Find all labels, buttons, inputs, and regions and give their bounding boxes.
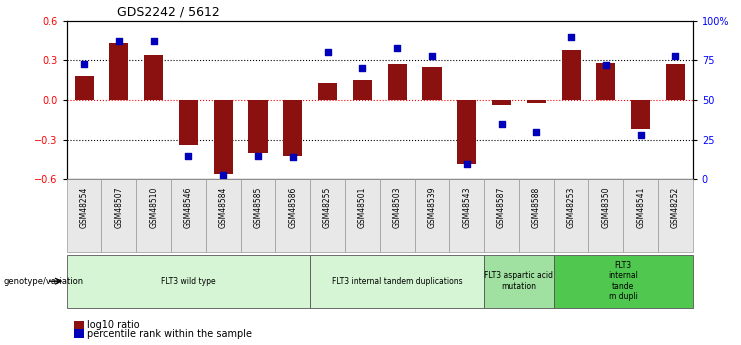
Text: GSM48254: GSM48254 [79,187,89,228]
Bar [283,100,302,156]
Text: GSM48588: GSM48588 [532,187,541,228]
Point [635,132,647,138]
FancyBboxPatch shape [67,179,102,252]
Bar [248,100,268,153]
Point [426,53,438,58]
Text: GSM48252: GSM48252 [671,187,680,228]
Text: GSM48539: GSM48539 [428,187,436,228]
FancyBboxPatch shape [623,179,658,252]
Bar [562,50,581,100]
Bar [179,100,198,145]
Point [287,155,299,160]
Bar [492,100,511,105]
Point [182,153,194,158]
Point [217,172,229,177]
Bar [527,100,546,103]
Bar [110,43,128,100]
FancyBboxPatch shape [588,179,623,252]
Point [461,161,473,166]
Text: GSM48350: GSM48350 [602,187,611,228]
Text: GSM48587: GSM48587 [497,187,506,228]
FancyBboxPatch shape [310,255,484,308]
Text: GSM48510: GSM48510 [149,187,158,228]
FancyBboxPatch shape [414,179,449,252]
FancyBboxPatch shape [554,255,693,308]
Point [113,39,124,44]
Bar [666,65,685,100]
Text: GSM48543: GSM48543 [462,187,471,228]
Text: GSM48546: GSM48546 [184,187,193,228]
FancyBboxPatch shape [67,255,310,308]
Bar [388,65,407,100]
Text: FLT3 aspartic acid
mutation: FLT3 aspartic acid mutation [485,272,554,291]
Text: GSM48586: GSM48586 [288,187,297,228]
FancyBboxPatch shape [310,179,345,252]
Bar [631,100,650,129]
FancyBboxPatch shape [658,179,693,252]
Text: genotype/variation: genotype/variation [4,277,84,286]
Text: GSM48255: GSM48255 [323,187,332,228]
FancyBboxPatch shape [136,179,171,252]
Bar [75,76,93,100]
Text: FLT3
internal
tande
m dupli: FLT3 internal tande m dupli [608,261,638,301]
FancyBboxPatch shape [102,179,136,252]
Point [391,45,403,50]
Text: GSM48253: GSM48253 [567,187,576,228]
FancyBboxPatch shape [345,179,379,252]
Text: FLT3 internal tandem duplications: FLT3 internal tandem duplications [332,277,462,286]
Point [670,53,682,58]
FancyBboxPatch shape [554,179,588,252]
Bar [597,63,616,100]
Text: GSM48503: GSM48503 [393,187,402,228]
Point [565,34,577,39]
Text: GSM48501: GSM48501 [358,187,367,228]
Text: GSM48584: GSM48584 [219,187,227,228]
Bar [318,83,337,100]
Point [147,39,159,44]
Point [356,66,368,71]
FancyBboxPatch shape [379,179,414,252]
Bar [353,80,372,100]
Point [322,50,333,55]
Text: GSM48585: GSM48585 [253,187,262,228]
Bar [144,55,163,100]
Point [496,121,508,127]
Text: GSM48541: GSM48541 [637,187,645,228]
Text: FLT3 wild type: FLT3 wild type [161,277,216,286]
Bar [422,67,442,100]
Bar [457,100,476,164]
FancyBboxPatch shape [484,255,554,308]
FancyBboxPatch shape [206,179,241,252]
FancyBboxPatch shape [519,179,554,252]
FancyBboxPatch shape [449,179,484,252]
Point [531,129,542,135]
FancyBboxPatch shape [484,179,519,252]
Text: GSM48507: GSM48507 [114,187,123,228]
Point [600,62,612,68]
Point [78,61,90,66]
Point [252,153,264,158]
Bar [213,100,233,174]
Text: percentile rank within the sample: percentile rank within the sample [87,329,253,339]
FancyBboxPatch shape [241,179,276,252]
Text: GDS2242 / 5612: GDS2242 / 5612 [117,5,219,18]
FancyBboxPatch shape [276,179,310,252]
Text: log10 ratio: log10 ratio [87,321,140,330]
FancyBboxPatch shape [171,179,206,252]
